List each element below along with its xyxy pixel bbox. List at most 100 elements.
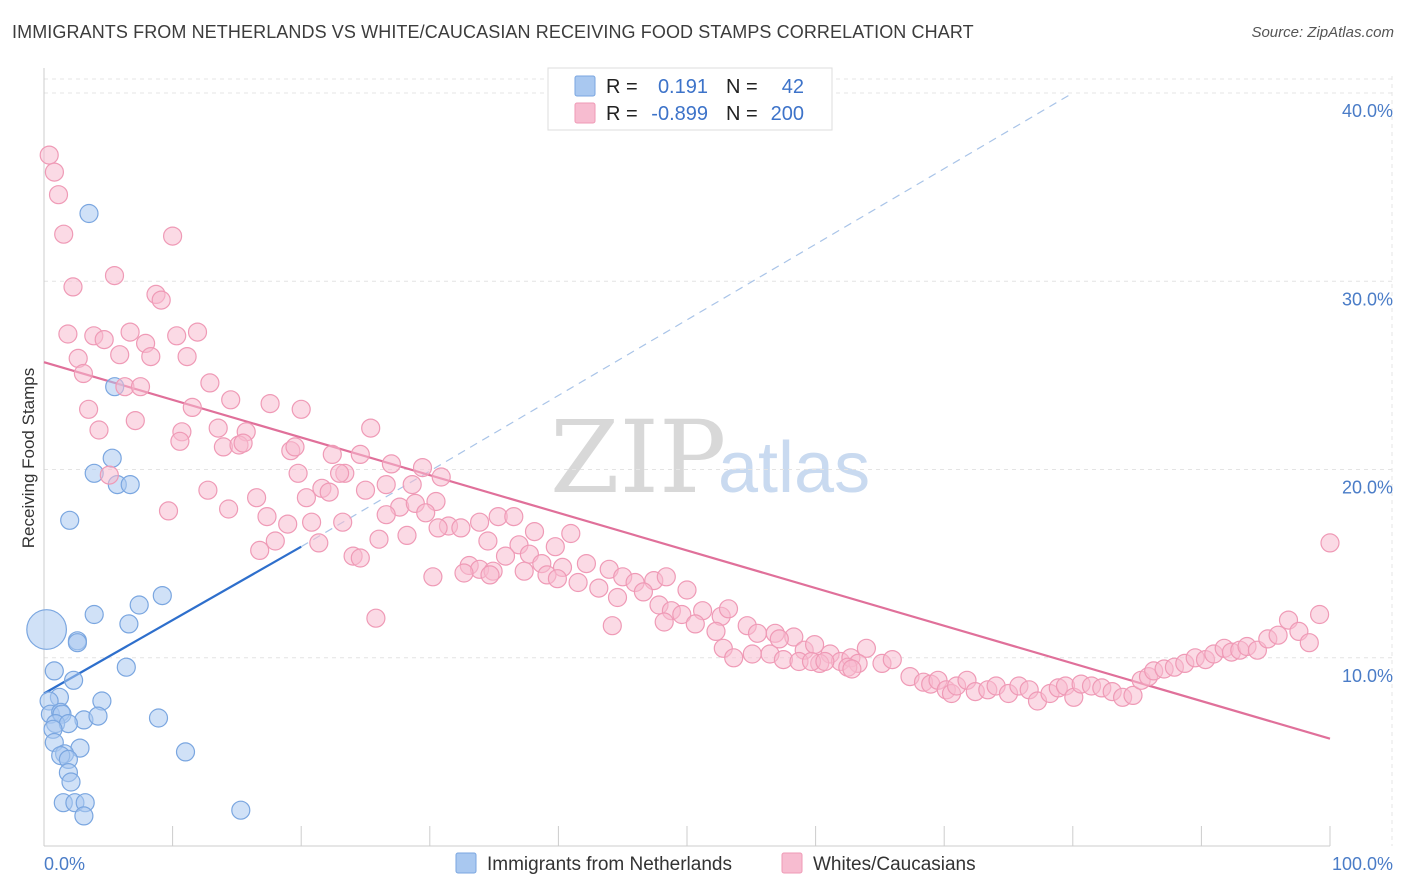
x-tick-label-1: 100.0% bbox=[1332, 854, 1393, 874]
point-whites-62 bbox=[219, 499, 239, 519]
point-netherlands-24 bbox=[88, 706, 108, 726]
point-whites-81 bbox=[397, 525, 417, 546]
legend-r-label-0: R = bbox=[606, 76, 638, 98]
point-whites-56 bbox=[319, 482, 339, 502]
point-whites-101 bbox=[547, 569, 568, 589]
point-whites-70 bbox=[470, 512, 490, 532]
legend-n-value-1: 200 bbox=[771, 103, 804, 125]
point-whites-0 bbox=[39, 145, 59, 165]
legend-n-label-1: N = bbox=[726, 103, 758, 125]
point-whites-109 bbox=[633, 582, 654, 602]
y-tick-label-3: 40.0% bbox=[1342, 101, 1393, 121]
point-whites-23 bbox=[200, 373, 220, 393]
point-whites-64 bbox=[278, 514, 298, 534]
point-whites-73 bbox=[524, 521, 545, 542]
point-whites-57 bbox=[355, 480, 376, 500]
point-whites-53 bbox=[198, 480, 218, 500]
point-whites-84 bbox=[478, 531, 498, 551]
point-whites-72 bbox=[504, 506, 524, 527]
point-whites-17 bbox=[110, 345, 130, 365]
legend-r-label-1: R = bbox=[606, 103, 638, 125]
point-whites-125 bbox=[724, 648, 744, 668]
point-whites-35 bbox=[170, 431, 190, 451]
point-whites-94 bbox=[576, 553, 597, 574]
point-whites-42 bbox=[350, 444, 370, 464]
bottom-legend-swatch-whites bbox=[781, 852, 803, 874]
bottom-legend-label-whites: Whites/Caucasians bbox=[813, 854, 976, 875]
point-whites-65 bbox=[302, 512, 322, 532]
point-whites-119 bbox=[654, 612, 674, 632]
legend-swatch-netherlands bbox=[574, 75, 596, 97]
point-whites-11 bbox=[94, 330, 114, 350]
point-whites-31 bbox=[208, 418, 228, 438]
point-whites-68 bbox=[416, 503, 436, 523]
chart-source: Source: ZipAtlas.com bbox=[1251, 24, 1394, 41]
point-whites-19 bbox=[177, 347, 197, 367]
point-whites-192 bbox=[1320, 533, 1340, 553]
point-whites-38 bbox=[233, 433, 253, 453]
legend-swatch-whites bbox=[574, 102, 596, 124]
point-whites-171 bbox=[1123, 685, 1143, 706]
chart-title: IMMIGRANTS FROM NETHERLANDS VS WHITE/CAU… bbox=[12, 22, 974, 42]
point-whites-123 bbox=[747, 623, 768, 643]
trend-line-netherlands-extension bbox=[300, 92, 1074, 548]
point-whites-117 bbox=[366, 608, 386, 628]
point-netherlands-8 bbox=[152, 585, 172, 606]
point-whites-98 bbox=[480, 565, 500, 585]
legend-top: R = 0.191 N = 42 R = -0.899 N = 200 bbox=[547, 67, 833, 131]
point-whites-80 bbox=[369, 529, 389, 549]
point-whites-107 bbox=[656, 567, 676, 587]
point-whites-55 bbox=[296, 488, 316, 508]
point-whites-90 bbox=[495, 546, 516, 566]
point-netherlands-10 bbox=[84, 604, 104, 625]
point-netherlands-7 bbox=[60, 510, 80, 530]
point-whites-20 bbox=[73, 363, 94, 384]
watermark-atlas: atlas bbox=[718, 428, 870, 508]
point-whites-1 bbox=[44, 162, 65, 182]
point-whites-67 bbox=[376, 505, 396, 525]
watermark: ZIP atlas bbox=[550, 399, 870, 516]
point-whites-121 bbox=[706, 621, 726, 642]
y-tick-label-1: 20.0% bbox=[1342, 478, 1393, 498]
point-whites-75 bbox=[250, 540, 270, 561]
point-whites-6 bbox=[104, 266, 125, 286]
point-whites-190 bbox=[1299, 633, 1319, 653]
point-whites-74 bbox=[561, 523, 581, 544]
point-whites-83 bbox=[451, 518, 471, 538]
point-whites-34 bbox=[125, 411, 145, 431]
point-whites-54 bbox=[247, 488, 267, 508]
point-whites-44 bbox=[412, 458, 433, 478]
point-whites-45 bbox=[99, 465, 119, 485]
point-whites-24 bbox=[78, 399, 99, 419]
point-whites-25 bbox=[182, 397, 202, 417]
point-whites-187 bbox=[1268, 625, 1288, 645]
legend-bottom: Immigrants from Netherlands Whites/Cauca… bbox=[455, 852, 976, 875]
point-netherlands-11 bbox=[119, 614, 139, 634]
point-whites-116 bbox=[718, 599, 739, 619]
y-tick-label-0: 10.0% bbox=[1342, 666, 1393, 686]
point-whites-126 bbox=[742, 644, 762, 664]
point-whites-145 bbox=[842, 659, 862, 679]
legend-r-value-0: 0.191 bbox=[658, 76, 708, 98]
y-tick-labels: 10.0% 20.0% 30.0% 40.0% bbox=[1342, 101, 1393, 686]
data-points bbox=[26, 145, 1340, 826]
point-whites-41 bbox=[322, 444, 342, 464]
point-whites-22 bbox=[130, 377, 151, 397]
point-whites-50 bbox=[376, 475, 396, 495]
point-netherlands-3 bbox=[102, 448, 122, 468]
point-whites-86 bbox=[545, 537, 565, 557]
y-tick-label-2: 30.0% bbox=[1342, 289, 1393, 309]
point-whites-12 bbox=[120, 322, 140, 342]
point-whites-49 bbox=[330, 463, 350, 483]
point-whites-132 bbox=[804, 634, 825, 655]
point-whites-191 bbox=[1309, 604, 1330, 625]
legend-r-value-1: -0.899 bbox=[651, 103, 708, 125]
point-whites-52 bbox=[431, 467, 451, 487]
point-whites-63 bbox=[257, 506, 277, 527]
bottom-legend-swatch-netherlands bbox=[455, 852, 477, 874]
point-whites-77 bbox=[309, 533, 329, 553]
legend-n-value-0: 42 bbox=[782, 76, 804, 98]
point-netherlands-6 bbox=[120, 475, 140, 495]
point-whites-141 bbox=[882, 649, 902, 670]
point-whites-43 bbox=[381, 454, 401, 474]
